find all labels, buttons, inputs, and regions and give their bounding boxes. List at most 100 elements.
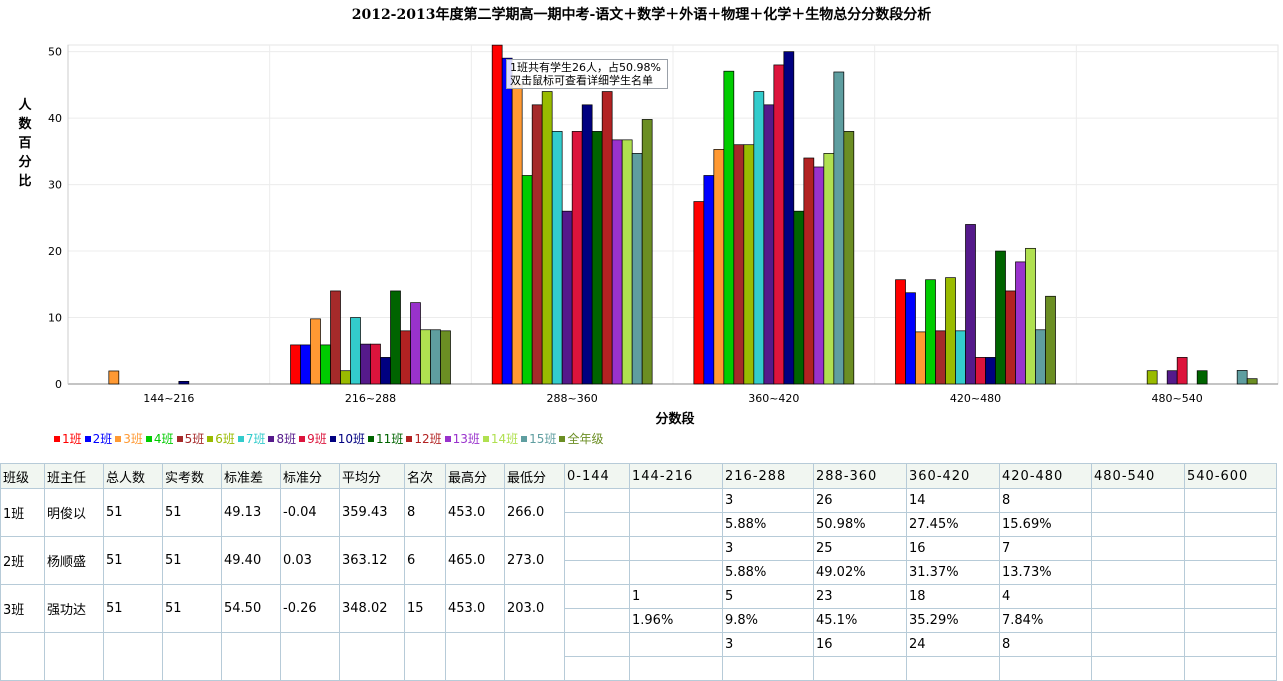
legend-label: 13班 xyxy=(452,432,480,446)
legend-item[interactable]: 13班 xyxy=(444,432,480,446)
table-row-percent: 5.88% 50.98% 27.45% 15.69% xyxy=(1,512,1277,537)
cell-percent xyxy=(1184,512,1277,537)
bar-chart[interactable]: 0 10 20 30 40 50 144~216 216~288 288~360 360~420 4… xyxy=(0,0,1283,460)
cell-total: 51 xyxy=(103,488,163,537)
bar xyxy=(360,343,371,385)
cell-count xyxy=(564,584,630,609)
legend-item[interactable]: 全年级 xyxy=(559,432,603,446)
bar xyxy=(330,290,341,385)
bar xyxy=(723,70,735,385)
bar xyxy=(1035,329,1046,385)
y-tick-label: 20 xyxy=(48,245,62,258)
cell-count: 23 xyxy=(813,584,907,609)
cell-count: 16 xyxy=(906,536,1000,561)
cell-count xyxy=(629,536,723,561)
column-header: 总人数 xyxy=(103,463,163,489)
column-header: 最高分 xyxy=(445,463,505,489)
bar xyxy=(895,279,906,385)
y-tick-label: 10 xyxy=(48,312,62,325)
bar xyxy=(905,292,916,385)
bar xyxy=(803,157,815,385)
column-header: 班级 xyxy=(0,463,45,489)
legend-item[interactable]: 1班 xyxy=(54,432,82,446)
cell-class: 1班 xyxy=(0,488,45,537)
cell-percent xyxy=(813,656,907,681)
legend-swatch xyxy=(329,436,336,442)
legend-label: 7班 xyxy=(245,432,266,446)
chart-legend: 1班 2班 3班 4班 5班 6班 7班 8班 9班 10班 11班 12班 13班 14班 15班 全年级 xyxy=(54,430,606,447)
bar xyxy=(511,83,523,385)
cell-percent: 13.73% xyxy=(999,560,1092,585)
bar xyxy=(561,210,573,385)
legend-item[interactable]: 12班 xyxy=(406,432,442,446)
legend-label: 12班 xyxy=(414,432,442,446)
cell-percent: 31.37% xyxy=(906,560,1000,585)
cell-percent xyxy=(1091,512,1185,537)
score-band-table: 班级 班主任 总人数 实考数 标准差 标准分 平均分 名次 最高分 最低分 0-144 144-216… xyxy=(0,463,1277,681)
cell-std-score: -0.26 xyxy=(280,584,340,633)
legend-item[interactable]: 8班 xyxy=(268,432,296,446)
table-row[interactable]: 3班 强功达 51 51 54.50 -0.26 348.02 15 453.0 203.0 1 5 2… xyxy=(0,584,1277,633)
cell-percent xyxy=(999,656,1092,681)
legend-swatch xyxy=(237,436,244,442)
cell-avg: 348.02 xyxy=(339,584,405,633)
bar xyxy=(915,331,926,385)
legend-item[interactable]: 9班 xyxy=(299,432,327,446)
bar xyxy=(621,139,633,385)
cell-rank: 15 xyxy=(404,584,446,633)
cell-count xyxy=(1184,584,1277,609)
legend-swatch xyxy=(406,436,413,442)
chart-title: 2012-2013年度第二学期高一期中考-语文＋数学＋外语＋物理＋化学＋生物总分… xyxy=(351,7,932,23)
legend-item[interactable]: 2班 xyxy=(84,432,112,446)
cell-total: 51 xyxy=(103,536,163,585)
bar xyxy=(975,357,986,385)
x-axis-title: 分数段 xyxy=(655,411,694,427)
cell-std-dev: 54.50 xyxy=(221,584,281,633)
cell-percent: 5.88% xyxy=(722,512,814,537)
bar xyxy=(823,153,835,385)
cell-teacher: 杨顺盛 xyxy=(44,536,104,585)
cell-std-dev: 49.13 xyxy=(221,488,281,537)
cell-min: 273.0 xyxy=(504,536,565,585)
y-axis-label-char: 人 xyxy=(18,98,32,113)
bar xyxy=(1196,370,1208,385)
cell-percent: 50.98% xyxy=(813,512,907,537)
x-tick-label: 420~480 xyxy=(950,392,1001,405)
cell-count: 5 xyxy=(722,584,814,609)
cell-percent: 45.1% xyxy=(813,608,907,633)
legend-item[interactable]: 11班 xyxy=(368,432,403,446)
bar xyxy=(1166,370,1178,385)
bar xyxy=(551,131,563,385)
tooltip-line-1: 1班共有学生26人，占50.98% xyxy=(510,61,661,74)
legend-item[interactable]: 4班 xyxy=(145,432,174,446)
legend-item[interactable]: 14班 xyxy=(482,432,518,446)
column-header: 班主任 xyxy=(44,463,104,489)
legend-item[interactable]: 5班 xyxy=(176,432,204,446)
cell-percent xyxy=(1184,608,1277,633)
legend-label: 1班 xyxy=(62,432,82,446)
legend-item[interactable]: 15班 xyxy=(521,432,556,446)
legend-item[interactable]: 10班 xyxy=(329,432,365,446)
bar xyxy=(300,344,311,385)
cell-count xyxy=(564,488,630,513)
legend-item[interactable]: 6班 xyxy=(207,432,235,446)
bar xyxy=(773,64,785,385)
cell-min: 203.0 xyxy=(504,584,565,633)
table-row[interactable]: 2班 杨顺盛 51 51 49.40 0.03 363.12 6 465.0 273.0 3 25 16… xyxy=(0,536,1277,585)
legend-item[interactable]: 3班 xyxy=(115,432,143,446)
bar xyxy=(641,119,653,385)
cell-std-dev xyxy=(221,632,281,681)
cell-rank: 6 xyxy=(404,536,446,585)
bar xyxy=(955,330,966,385)
bar xyxy=(631,153,643,385)
bar xyxy=(703,175,715,385)
column-header: 标准分 xyxy=(280,463,340,489)
legend-item[interactable]: 7班 xyxy=(237,432,266,446)
bar xyxy=(1015,261,1026,385)
cell-percent xyxy=(629,560,723,585)
table-row[interactable]: 1班 明俊以 51 51 49.13 -0.04 359.43 8 453.0 266.0 3 26 1… xyxy=(0,488,1277,537)
cell-std-dev: 49.40 xyxy=(221,536,281,585)
legend-swatch xyxy=(368,436,375,442)
bar xyxy=(310,318,321,385)
bar xyxy=(965,224,976,385)
